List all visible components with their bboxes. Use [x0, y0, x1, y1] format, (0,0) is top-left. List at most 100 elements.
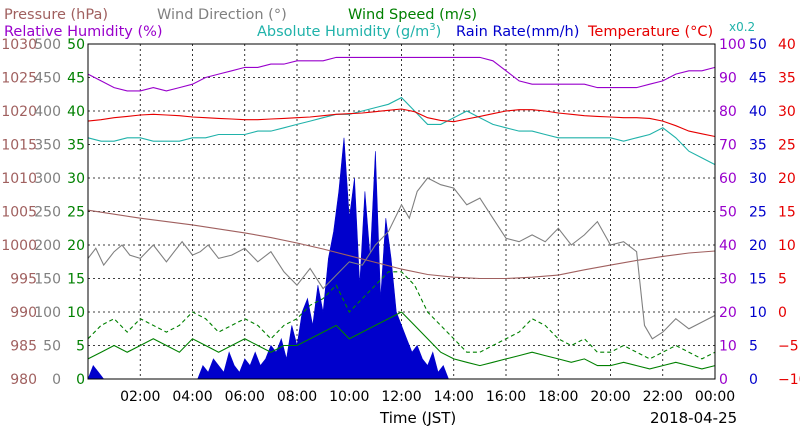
x-tick: 18:00 — [538, 389, 578, 405]
wind-speed-axis-tick: 40 — [67, 104, 85, 120]
temperature-axis-tick: −5 — [778, 339, 799, 355]
legend-pressure: Pressure (hPa) — [4, 7, 108, 23]
rain-rate-axis-tick: 50 — [749, 37, 767, 53]
wind-speed-axis-tick: 5 — [76, 339, 85, 355]
x-tick: 22:00 — [643, 389, 683, 405]
wind-speed-axis-tick: 35 — [67, 138, 85, 154]
pressure-axis-tick: 1015 — [1, 138, 37, 154]
series-wind-gust-line — [87, 271, 716, 360]
x-tick: 10:00 — [329, 389, 369, 405]
rain-rate-axis-tick: 10 — [749, 305, 767, 321]
date-label: 2018-04-25 — [650, 409, 737, 427]
wind-direction-axis-tick: 50 — [43, 339, 61, 355]
wind-direction-axis-tick: 200 — [34, 238, 61, 254]
legend-wind-speed: Wind Speed (m/s) — [348, 7, 477, 23]
pressure-axis-tick: 980 — [10, 372, 37, 388]
wind-speed-axis-tick: 25 — [67, 205, 85, 221]
wind-direction-axis-tick: 150 — [34, 272, 61, 288]
wind-direction-axis-tick: 350 — [34, 138, 61, 154]
wind-direction-axis-tick: 0 — [52, 372, 61, 388]
rain-rate-axis-tick: 40 — [749, 104, 767, 120]
series-pressure-line — [87, 209, 716, 280]
legend-temperature: Temperature (°C) — [587, 24, 713, 40]
plot-frame — [87, 43, 716, 380]
relative-humidity-axis-tick: 70 — [719, 138, 737, 154]
temperature-axis-tick: 0 — [778, 305, 787, 321]
relative-humidity-axis-tick: 80 — [719, 104, 737, 120]
pressure-axis-tick: 985 — [10, 339, 37, 355]
rain-rate-axis-tick: 30 — [749, 171, 767, 187]
series-wind-direction-line — [87, 177, 716, 340]
relative-humidity-axis-tick: 50 — [719, 205, 737, 221]
rain-rate-axis-tick: 45 — [749, 71, 767, 87]
series-rain-rate-area — [87, 137, 454, 380]
legend-multiplier: x0.2 — [729, 20, 755, 34]
wind-speed-axis-tick: 30 — [67, 171, 85, 187]
wind-direction-axis-tick: 100 — [34, 305, 61, 321]
relative-humidity-axis-tick: 60 — [719, 171, 737, 187]
temperature-axis-tick: 30 — [778, 104, 796, 120]
x-tick: 02:00 — [120, 389, 160, 405]
wind-speed-axis-tick: 50 — [67, 37, 85, 53]
wind-speed-axis-tick: 0 — [76, 372, 85, 388]
x-tick: 20:00 — [590, 389, 630, 405]
rain-rate-axis-tick: 25 — [749, 205, 767, 221]
pressure-axis-tick: 995 — [10, 272, 37, 288]
relative-humidity-axis-tick: 100 — [719, 37, 746, 53]
wind-direction-axis-tick: 400 — [34, 104, 61, 120]
temperature-axis-tick: −10 — [778, 372, 800, 388]
series-absolute-humidity-line — [87, 96, 716, 166]
left-axes: 1030102510201015101010051000995990985980… — [1, 37, 85, 388]
series-temperature-line — [87, 108, 716, 138]
x-tick: 04:00 — [172, 389, 212, 405]
temperature-axis-tick: 35 — [778, 71, 796, 87]
relative-humidity-axis-tick: 40 — [719, 238, 737, 254]
legend-wind-direction: Wind Direction (°) — [157, 7, 287, 23]
pressure-axis-tick: 1030 — [1, 37, 37, 53]
x-tick: 00:00 — [695, 389, 735, 405]
wind-speed-axis-tick: 10 — [67, 305, 85, 321]
wind-direction-axis-tick: 250 — [34, 205, 61, 221]
pressure-axis-tick: 990 — [10, 305, 37, 321]
right-axes: 1009080706050403020100504540353025201510… — [719, 37, 800, 388]
wind-speed-axis-tick: 20 — [67, 238, 85, 254]
temperature-axis-tick: 40 — [778, 37, 796, 53]
wind-direction-axis-tick: 500 — [34, 37, 61, 53]
wind-direction-axis-tick: 300 — [34, 171, 61, 187]
legend-rain-rate: Rain Rate(mm/h) — [456, 24, 579, 40]
x-tick: 12:00 — [381, 389, 421, 405]
relative-humidity-axis-tick: 30 — [719, 272, 737, 288]
legend-relative-humidity: Relative Humidity (%) — [4, 24, 163, 40]
temperature-axis-tick: 20 — [778, 171, 796, 187]
x-tick: 08:00 — [277, 389, 317, 405]
wind-direction-axis-tick: 450 — [34, 71, 61, 87]
pressure-axis-tick: 1005 — [1, 205, 37, 221]
wind-speed-axis-tick: 45 — [67, 71, 85, 87]
relative-humidity-axis-tick: 90 — [719, 71, 737, 87]
rain-rate-axis-tick: 0 — [749, 372, 758, 388]
series-lines — [87, 56, 716, 370]
pressure-axis-tick: 1010 — [1, 171, 37, 187]
series-relative-humidity-line — [87, 56, 716, 92]
legend-absolute-humidity: Absolute Humidity (g/m3) — [257, 22, 441, 40]
temperature-axis-tick: 25 — [778, 138, 796, 154]
x-tick: 16:00 — [486, 389, 526, 405]
x-axis-label: Time (JST) — [379, 409, 456, 427]
temperature-axis-tick: 5 — [778, 272, 787, 288]
relative-humidity-axis-tick: 20 — [719, 305, 737, 321]
temperature-axis-tick: 10 — [778, 238, 796, 254]
series-wind-speed-line — [87, 311, 716, 370]
relative-humidity-axis-tick: 10 — [719, 339, 737, 355]
x-tick: 06:00 — [225, 389, 265, 405]
wind-speed-axis-tick: 15 — [67, 272, 85, 288]
rain-rate-axis-tick: 20 — [749, 238, 767, 254]
rain-area — [87, 137, 454, 380]
rain-rate-axis-tick: 15 — [749, 272, 767, 288]
relative-humidity-axis-tick: 0 — [719, 372, 728, 388]
rain-rate-axis-tick: 35 — [749, 138, 767, 154]
legend: Pressure (hPa) Wind Direction (°) Wind S… — [4, 7, 755, 40]
x-tick: 14:00 — [434, 389, 474, 405]
grid — [88, 44, 715, 379]
pressure-axis-tick: 1000 — [1, 238, 37, 254]
